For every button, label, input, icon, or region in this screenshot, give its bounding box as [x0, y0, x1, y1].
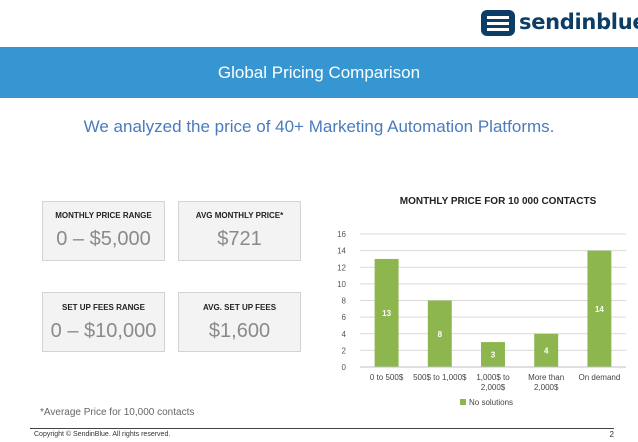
brand-logo: sendinblue — [480, 4, 638, 40]
y-tick-label: 6 — [342, 313, 347, 322]
stat-box-monthly-range: MONTHLY PRICE RANGE 0 – $5,000 — [42, 201, 165, 261]
data-label: 14 — [595, 305, 604, 314]
stat-value: 0 – $10,000 — [50, 320, 157, 342]
legend-swatch — [460, 399, 466, 405]
stat-box-setup-range: SET UP FEES RANGE 0 – $10,000 — [42, 292, 165, 352]
x-tick-label: More than — [528, 373, 564, 382]
y-tick-label: 16 — [337, 230, 346, 239]
brand-name: sendinblue — [519, 10, 638, 34]
data-label: 13 — [382, 309, 391, 318]
stat-value: $1,600 — [208, 320, 271, 342]
y-tick-label: 4 — [342, 330, 347, 339]
chart-title: MONTHLY PRICE FOR 10 000 CONTACTS — [400, 196, 597, 207]
x-tick-label: 2,000$ — [534, 383, 559, 392]
bar — [481, 342, 505, 367]
stat-box-avg-setup: AVG. SET UP FEES $1,600 — [178, 292, 301, 352]
page-subtitle: We analyzed the price of 40+ Marketing A… — [83, 117, 555, 136]
bar — [374, 258, 399, 367]
x-tick-label: 1,000$ to — [476, 373, 510, 382]
stat-box-avg-monthly: AVG MONTHLY PRICE* $721 — [178, 201, 301, 261]
page-banner: Global Pricing Comparison — [0, 47, 638, 98]
y-tick-label: 2 — [342, 346, 347, 355]
x-tick-label: On demand — [578, 373, 620, 382]
page-number: 2 — [609, 430, 614, 439]
bar — [534, 333, 559, 367]
bar — [587, 250, 612, 367]
stat-value: $721 — [217, 228, 262, 250]
stat-label: SET UP FEES RANGE — [62, 303, 145, 312]
price-bar-chart: MONTHLY PRICE FOR 10 000 CONTACTS 0 2 4 6 8 10… — [337, 196, 626, 407]
stat-value: 0 – $5,000 — [56, 228, 151, 250]
data-label: 8 — [438, 330, 443, 339]
copyright-text: Copyright © SendinBlue. All rights reser… — [34, 431, 171, 438]
envelope-icon — [480, 5, 516, 39]
footnote: *Average Price for 10,000 contacts — [40, 407, 195, 418]
stat-label: MONTHLY PRICE RANGE — [55, 211, 152, 220]
y-tick-label: 10 — [337, 280, 346, 289]
data-label: 4 — [544, 346, 549, 355]
x-tick-label: 2,000$ — [481, 383, 506, 392]
x-tick-label: 0 to 500$ — [370, 373, 404, 382]
y-tick-label: 12 — [337, 263, 346, 272]
stat-label: AVG MONTHLY PRICE* — [195, 211, 284, 220]
data-label: 3 — [491, 351, 496, 360]
bar — [427, 300, 452, 367]
y-tick-label: 0 — [342, 363, 347, 372]
y-tick-label: 8 — [342, 297, 347, 306]
stat-label: AVG. SET UP FEES — [202, 303, 277, 312]
x-tick-label: 500$ to 1,000$ — [413, 373, 467, 382]
legend-label: No solutions — [469, 398, 513, 407]
y-tick-label: 14 — [337, 247, 346, 256]
footer: Copyright © SendinBlue. All rights reser… — [30, 428, 614, 441]
